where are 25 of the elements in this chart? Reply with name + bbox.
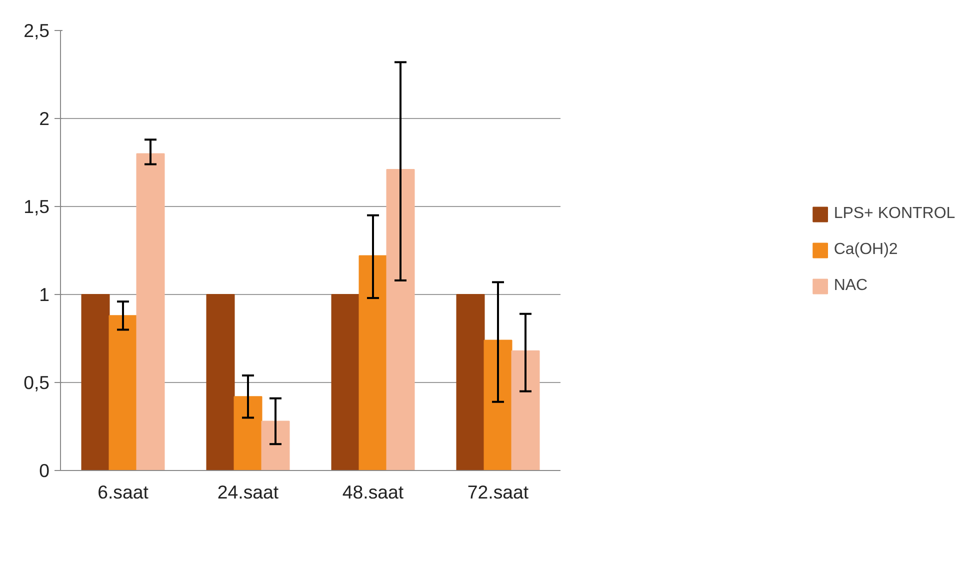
x-tick-label: 72.saat <box>467 482 530 502</box>
bar <box>358 255 388 470</box>
y-tick-label: 2 <box>39 108 50 129</box>
y-tick-label: 0,5 <box>24 372 50 393</box>
legend-label: NAC <box>834 277 868 295</box>
bar <box>386 169 415 470</box>
bar <box>331 294 360 470</box>
bar <box>456 294 485 470</box>
bar <box>511 350 540 470</box>
y-tick-label: 0 <box>39 460 50 481</box>
y-tick-label: 1,5 <box>24 196 50 217</box>
x-tick-label: 48.saat <box>342 482 404 502</box>
bar <box>206 294 235 470</box>
bar <box>108 315 138 470</box>
bar <box>261 420 290 470</box>
bar <box>234 396 262 470</box>
bar <box>136 153 165 470</box>
y-tick-label: 2,5 <box>24 20 50 41</box>
x-tick-label: 6.saat <box>98 482 150 502</box>
bar <box>81 294 110 470</box>
bar <box>484 340 512 470</box>
legend-label: Ca(OH)2 <box>834 241 898 259</box>
y-tick-label: 1 <box>39 284 50 305</box>
legend-label: LPS+ KONTROL <box>834 205 956 223</box>
x-tick-label: 24.saat <box>217 482 280 502</box>
